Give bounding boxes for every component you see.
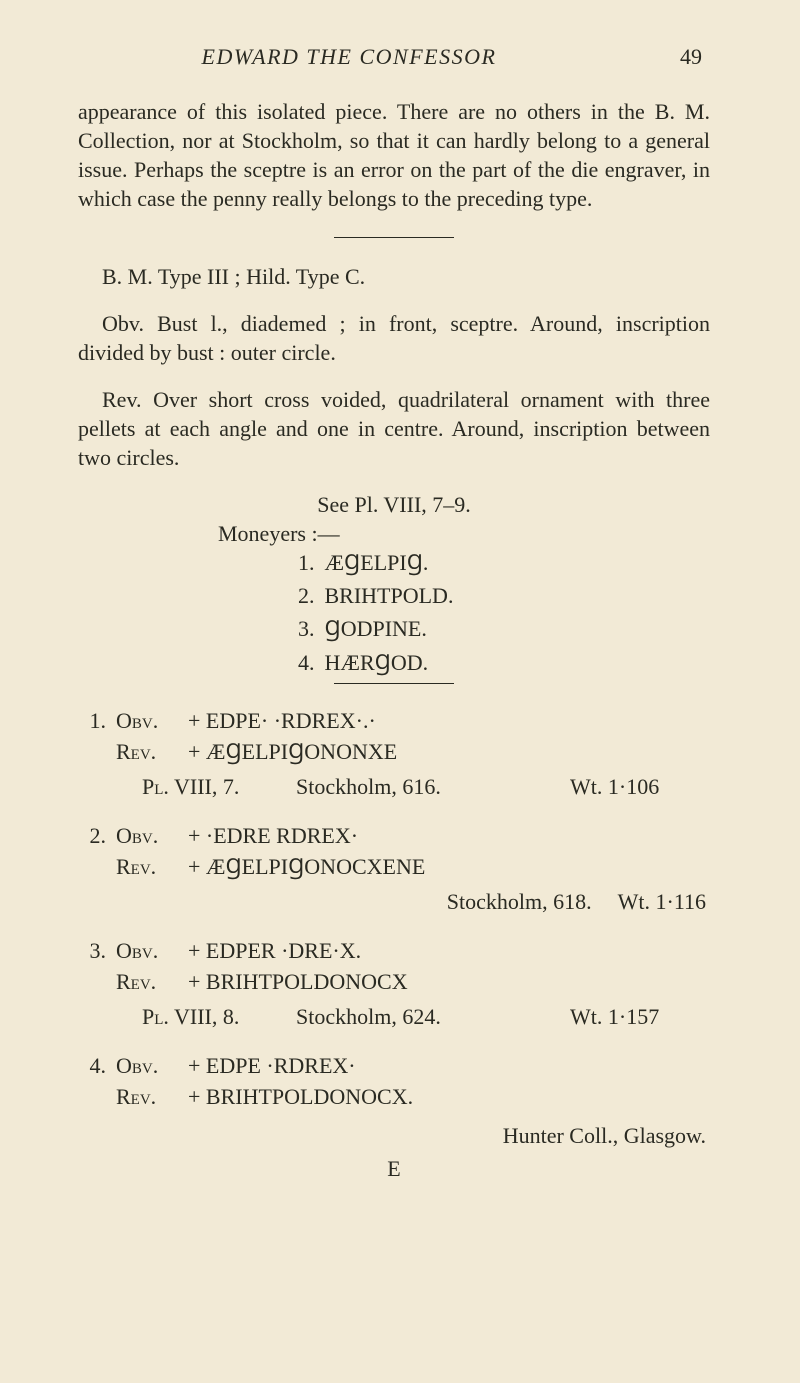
weight: Wt. 1·157	[570, 1002, 710, 1031]
moneyer-name: ꞬODPINE.	[325, 614, 427, 643]
plate-ref: Pl. VIII, 8.	[142, 1002, 282, 1031]
catalogue-entry-rev: Rev. + BRIHTPOLDONOCX	[78, 967, 710, 996]
catalogue-entry: 3. Obv. + EDPER ·DRE·X.	[78, 936, 710, 965]
page-number: 49	[680, 42, 702, 71]
entry-rev-label: Rev.	[116, 852, 178, 881]
entry-obv-label: Obv.	[116, 1051, 178, 1080]
running-title: EDWARD THE CONFESSOR	[78, 42, 620, 71]
location: Stockholm, 618.	[447, 887, 592, 916]
moneyer-num: 3.	[298, 614, 315, 643]
moneyer-num: 4.	[298, 648, 315, 677]
entry-rev-label: Rev.	[116, 967, 178, 996]
entry-num: 4.	[78, 1051, 106, 1080]
running-header: EDWARD THE CONFESSOR 49	[78, 42, 710, 71]
entry-num: 1.	[78, 706, 106, 735]
entry-rev-label: Rev.	[116, 737, 178, 766]
type-heading: B. M. Type III ; Hild. Type C.	[78, 262, 710, 291]
entry-obv-text: + EDPER ·DRE·X.	[188, 936, 710, 965]
entry-rev-text: + ÆꞬELPIꞬONONXE	[188, 737, 710, 766]
entry-obv-label: Obv.	[116, 936, 178, 965]
moneyer-row: 3. ꞬODPINE.	[298, 614, 710, 643]
location: Stockholm, 624.	[296, 1002, 556, 1031]
entry-num: 3.	[78, 936, 106, 965]
moneyer-list: 1. ÆꞬELPIꞬ. 2. BRIHTPOLD. 3. ꞬODPINE. 4.…	[298, 548, 710, 676]
moneyer-num: 1.	[298, 548, 315, 577]
catalogue-entry: 1. Obv. + EDPE· ·RDREX·.·	[78, 706, 710, 735]
entry-obv-label: Obv.	[116, 821, 178, 850]
moneyer-row: 1. ÆꞬELPIꞬ.	[298, 548, 710, 577]
weight: Wt. 1·116	[618, 887, 706, 916]
plate-ref: Pl. VIII, 7.	[142, 772, 282, 801]
catalogue-entry-rev: Rev. + ÆꞬELPIꞬONONXE	[78, 737, 710, 766]
moneyers-label: Moneyers :—	[218, 519, 710, 548]
moneyer-name: ÆꞬELPIꞬ.	[325, 548, 429, 577]
catalogue-entry-rev: Rev. + BRIHTPOLDONOCX.	[78, 1082, 710, 1111]
location: Stockholm, 616.	[296, 772, 556, 801]
signature-mark: E	[78, 1154, 710, 1183]
moneyer-name: HÆRꞬOD.	[325, 648, 429, 677]
plate-line: Pl. VIII, 7. Stockholm, 616. Wt. 1·106	[142, 772, 710, 801]
entry-obv-text: + EDPE ·RDREX·	[188, 1051, 710, 1080]
intro-paragraph: appearance of this isolated piece. There…	[78, 97, 710, 213]
plate-line: Pl. VIII, 8. Stockholm, 624. Wt. 1·157	[142, 1002, 710, 1031]
entry-obv-label: Obv.	[116, 706, 178, 735]
see-plate: See Pl. VIII, 7–9.	[78, 490, 710, 519]
entry-rev-label: Rev.	[116, 1082, 178, 1111]
divider-small	[334, 683, 454, 684]
entry-rev-text: + ÆꞬELPIꞬONOCXENE	[188, 852, 710, 881]
location-line: Stockholm, 618. Wt. 1·116	[78, 887, 710, 916]
moneyer-row: 4. HÆRꞬOD.	[298, 648, 710, 677]
weight: Wt. 1·106	[570, 772, 710, 801]
entry-rev-text: + BRIHTPOLDONOCX.	[188, 1082, 710, 1111]
obv-description: Obv. Bust l., diademed ; in front, scept…	[78, 309, 710, 367]
entry-num: 2.	[78, 821, 106, 850]
catalogue-entry: 4. Obv. + EDPE ·RDREX·	[78, 1051, 710, 1080]
catalogue-entry-rev: Rev. + ÆꞬELPIꞬONOCXENE	[78, 852, 710, 881]
entry-rev-text: + BRIHTPOLDONOCX	[188, 967, 710, 996]
hunter-coll: Hunter Coll., Glasgow.	[78, 1121, 710, 1150]
moneyer-row: 2. BRIHTPOLD.	[298, 581, 710, 610]
rev-description: Rev. Over short cross voided, quadrilate…	[78, 385, 710, 472]
moneyer-num: 2.	[298, 581, 315, 610]
divider	[334, 237, 454, 238]
entry-obv-text: + EDPE· ·RDREX·.·	[188, 706, 710, 735]
entry-obv-text: + ·EDRE RDREX·	[188, 821, 710, 850]
catalogue-entry: 2. Obv. + ·EDRE RDREX·	[78, 821, 710, 850]
moneyer-name: BRIHTPOLD.	[325, 581, 454, 610]
